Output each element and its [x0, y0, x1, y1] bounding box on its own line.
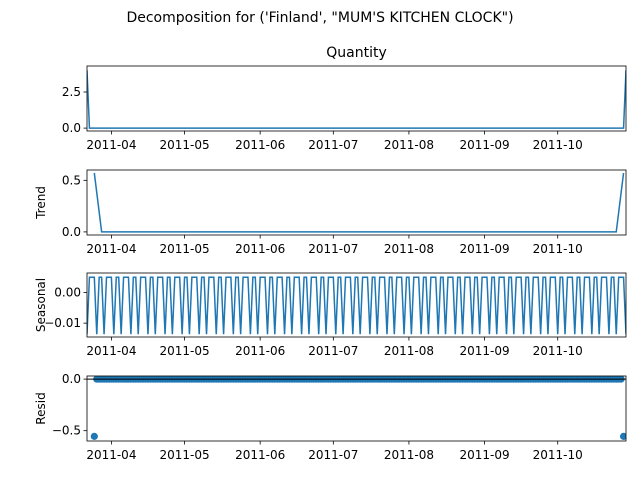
- figure-suptitle: Decomposition for ('Finland', "MUM'S KIT…: [126, 10, 513, 26]
- quantity-xtick-label: 2011-09: [459, 138, 509, 152]
- trend-ylabel: Trend: [34, 186, 48, 220]
- seasonal-panel: −0.01 0.00 2011-04 2011-05 2011-06 2011-07 201…: [34, 272, 627, 358]
- seasonal-xtick-label: 2011-09: [459, 344, 509, 358]
- trend-xtick-label: 2011-09: [459, 242, 509, 256]
- resid-xtick-label: 2011-04: [86, 448, 136, 462]
- seasonal-ytick-label: −0.01: [44, 316, 81, 330]
- seasonal-xtick-label: 2011-06: [235, 344, 285, 358]
- resid-point: [619, 432, 626, 440]
- seasonal-axes-frame: [86, 272, 627, 338]
- seasonal-xtick-label: 2011-04: [86, 344, 136, 358]
- quantity-title: Quantity: [326, 45, 387, 61]
- quantity-xtick-label: 2011-08: [384, 138, 434, 152]
- seasonal-xtick-label: 2011-07: [308, 344, 358, 358]
- trend-xtick-label: 2011-07: [308, 242, 358, 256]
- trend-xtick-label: 2011-05: [159, 242, 209, 256]
- resid-xtick-label: 2011-05: [159, 448, 209, 462]
- seasonal-xtick-label: 2011-05: [159, 344, 209, 358]
- resid-xtick-label: 2011-10: [533, 448, 583, 462]
- trend-plot-area: [93, 172, 625, 233]
- resid-ytick-label: −0.5: [52, 424, 81, 438]
- quantity-xtick-label: 2011-10: [533, 138, 583, 152]
- panels-container: 0.0 2.5 2011-04 2011-05 2011-06 2011-07 2011-0…: [34, 45, 627, 462]
- seasonal-xtick-label: 2011-08: [384, 344, 434, 358]
- seasonal-ytick-label: 0.00: [54, 285, 81, 299]
- trend-series-line: [93, 172, 625, 233]
- quantity-series-line: [87, 70, 626, 129]
- trend-xtick-label: 2011-04: [86, 242, 136, 256]
- resid-panel: −0.5 0.0 2011-04 2011-05 2011-06 2011-07 2011-…: [34, 372, 627, 462]
- quantity-xtick-label: 2011-06: [235, 138, 285, 152]
- resid-xtick-label: 2011-08: [384, 448, 434, 462]
- trend-xtick-label: 2011-08: [384, 242, 434, 256]
- trend-ytick-label: 0.5: [62, 173, 81, 187]
- resid-point: [90, 432, 98, 440]
- trend-panel: 0.0 0.5 2011-04 2011-05 2011-06 2011-07 2011-0…: [34, 169, 627, 256]
- resid-ylabel: Resid: [34, 392, 48, 424]
- resid-xtick-label: 2011-07: [308, 448, 358, 462]
- resid-xtick-label: 2011-06: [235, 448, 285, 462]
- trend-axes-frame: [86, 169, 627, 236]
- quantity-xtick-label: 2011-05: [159, 138, 209, 152]
- resid-ytick-label: 0.0: [62, 372, 81, 386]
- resid-axes-frame: [86, 375, 627, 442]
- resid-xtick-label: 2011-09: [459, 448, 509, 462]
- quantity-xtick-label: 2011-04: [86, 138, 136, 152]
- trend-xtick-label: 2011-06: [235, 242, 285, 256]
- seasonal-plot-area: [87, 276, 626, 335]
- seasonal-series-line: [87, 276, 626, 335]
- quantity-axes-frame: [86, 65, 627, 132]
- trend-xtick-label: 2011-10: [533, 242, 583, 256]
- resid-plot-area: [90, 376, 626, 440]
- seasonal-xtick-label: 2011-10: [533, 344, 583, 358]
- quantity-panel: 0.0 2.5 2011-04 2011-05 2011-06 2011-07 2011-0…: [62, 45, 627, 152]
- trend-ytick-label: 0.0: [62, 225, 81, 239]
- quantity-ytick-label: 2.5: [62, 85, 81, 99]
- quantity-ytick-label: 0.0: [62, 121, 81, 135]
- quantity-xtick-label: 2011-07: [308, 138, 358, 152]
- seasonal-ylabel: Seasonal: [34, 278, 48, 332]
- quantity-plot-area: [87, 70, 626, 129]
